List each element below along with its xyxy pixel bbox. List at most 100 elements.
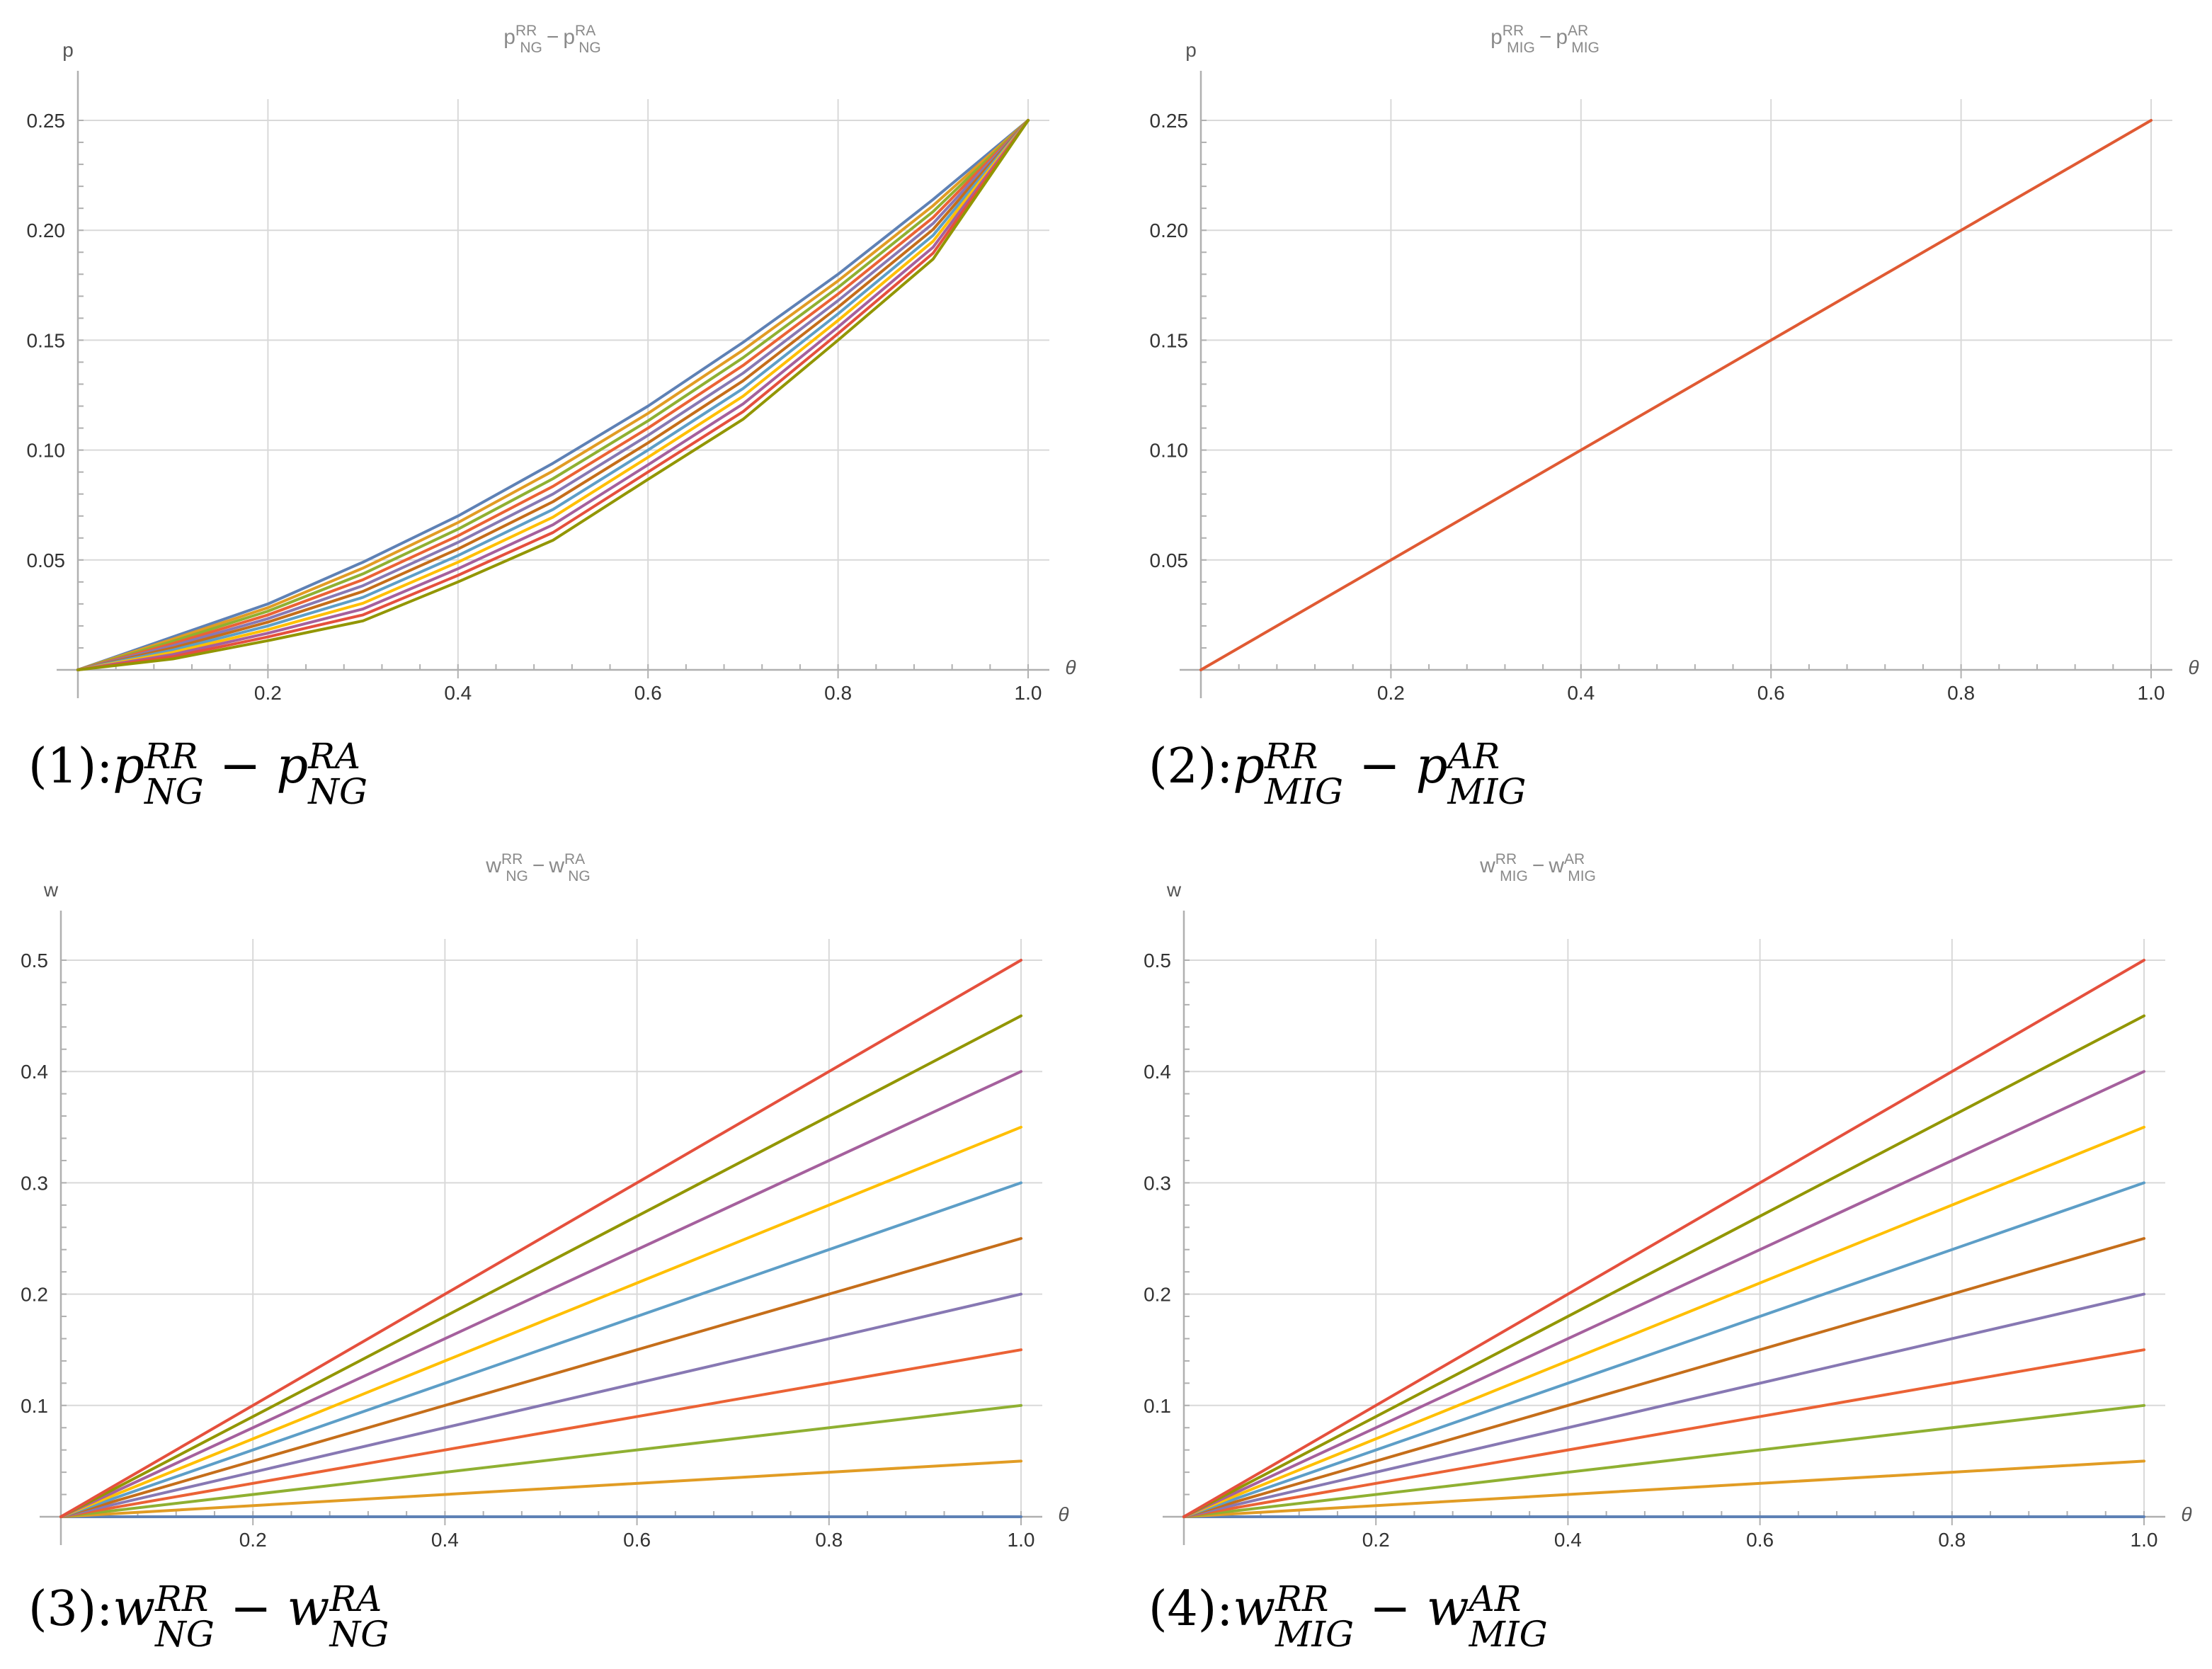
caption-script-1: RR MIG bbox=[1265, 739, 1343, 809]
y-axis-label: p bbox=[62, 39, 74, 61]
series-line-s9 bbox=[1182, 1070, 2145, 1518]
series-line-s3 bbox=[76, 119, 1030, 671]
title-sub1: MIG bbox=[1500, 868, 1528, 884]
series-line-s3 bbox=[59, 1403, 1022, 1518]
x-tick-label: 1.0 bbox=[2138, 682, 2165, 704]
x-tick-label: 0.6 bbox=[1746, 1529, 1774, 1551]
caption: (4):w RR MIG − w AR MIG bbox=[1148, 1579, 1548, 1658]
series-line-s11 bbox=[1182, 959, 2145, 1518]
caption-var-2: w bbox=[1426, 1579, 1469, 1637]
caption: (2):p RR MIG − p AR MIG bbox=[1148, 736, 1526, 815]
series-line-s8 bbox=[76, 119, 1030, 671]
series-line-s6 bbox=[76, 119, 1030, 671]
title-sup1: RR bbox=[1503, 23, 1524, 39]
y-tick-label: 0.05 bbox=[27, 549, 66, 571]
series-line-s4 bbox=[59, 1348, 1022, 1518]
title-sup1: RR bbox=[1495, 851, 1517, 867]
plot-area: 0.2 0.4 0.6 0.8 1.0 0.05 0.10 0.15 0.20 0.25 p θ bbox=[1150, 39, 2199, 704]
series-line-s5 bbox=[1182, 1292, 2145, 1518]
y-tick-label: 0.10 bbox=[1150, 440, 1189, 462]
title-sup2: AR bbox=[1564, 851, 1585, 867]
series-line-s7 bbox=[59, 1181, 1022, 1518]
y-tick-label: 0.25 bbox=[1150, 110, 1189, 132]
plot-title: pRR NG − pRA NG bbox=[503, 23, 600, 56]
plot-4: wRR MIG − wAR MIG 0.2 0.4 0.6 0.8 1.00.10.20.30.… bbox=[1144, 851, 2192, 1551]
series-line-s1 bbox=[76, 119, 1030, 671]
title-sub2: MIG bbox=[1571, 40, 1600, 56]
y-tick-label: 0.15 bbox=[27, 329, 66, 351]
panel-1: pRR NG − pRA NG 0.2 0.4 0.6 0.8 1.0 0.05 0.10 0.15 0… bbox=[0, 0, 1106, 836]
caption-sup2: RA bbox=[308, 735, 360, 777]
caption-prefix: (1): bbox=[28, 739, 113, 794]
title-sup2: AR bbox=[1568, 23, 1588, 39]
plot-2: pRR MIG − pAR MIG 0.2 0.4 0.6 0.8 1.00.050.100.1… bbox=[1150, 23, 2199, 704]
y-tick-label: 0.3 bbox=[21, 1172, 48, 1194]
caption-var-2: p bbox=[1415, 736, 1448, 794]
plot-1: pRR NG − pRA NG 0.2 0.4 0.6 0.8 1.00.050.100.150… bbox=[27, 23, 1076, 704]
caption-minus: − bbox=[1358, 736, 1401, 794]
caption-sup1: RR bbox=[144, 735, 198, 777]
x-tick-label: 0.2 bbox=[1377, 682, 1405, 704]
caption-sup1: RR bbox=[1275, 1578, 1329, 1619]
title-minus: − bbox=[532, 854, 545, 877]
plot-area: 0.2 0.4 0.6 0.8 1.0 0.1 0.2 0.3 0.4 0.5 w θ bbox=[21, 879, 1069, 1551]
y-tick-label: 0.25 bbox=[27, 110, 66, 132]
caption-sub1: NG bbox=[144, 770, 204, 812]
caption-sup2: AR bbox=[1447, 735, 1500, 777]
series-line-s5 bbox=[59, 1292, 1022, 1518]
x-tick-label: 0.4 bbox=[1567, 682, 1595, 704]
y-tick-label: 0.1 bbox=[1144, 1395, 1171, 1417]
caption-var-1: p bbox=[1233, 736, 1265, 794]
title-var-1: p bbox=[503, 25, 515, 49]
series-line-s1 bbox=[1199, 119, 2153, 671]
plot-title: wRR NG − wRA NG bbox=[485, 851, 590, 884]
series-line-s4 bbox=[1182, 1348, 2145, 1518]
y-tick-label: 0.05 bbox=[1150, 549, 1189, 571]
y-tick-label: 0.1 bbox=[21, 1395, 48, 1417]
series-line-s9 bbox=[76, 119, 1030, 671]
series-line-s6 bbox=[1182, 1237, 2145, 1518]
x-tick-label: 0.4 bbox=[431, 1529, 459, 1551]
caption-sub2: MIG bbox=[1447, 770, 1527, 812]
title-sub2: MIG bbox=[1568, 868, 1596, 884]
y-axis-label: w bbox=[1166, 879, 1182, 901]
caption-script-2: RA NG bbox=[329, 1581, 389, 1652]
title-var-2: p bbox=[1556, 25, 1568, 49]
title-minus: − bbox=[1532, 854, 1545, 877]
caption-prefix: (3): bbox=[28, 1581, 113, 1637]
caption-minus: − bbox=[1369, 1579, 1411, 1637]
title-sub1: NG bbox=[520, 40, 542, 56]
series-line-s10 bbox=[76, 119, 1030, 671]
y-tick-label: 0.5 bbox=[21, 950, 48, 972]
title-minus: − bbox=[1539, 25, 1552, 49]
title-var-1: w bbox=[1479, 854, 1495, 877]
caption-sup1: RR bbox=[1265, 735, 1318, 777]
x-tick-label: 0.8 bbox=[1947, 682, 1975, 704]
y-axis-label: p bbox=[1185, 39, 1197, 61]
caption-minus: − bbox=[229, 1579, 272, 1637]
x-tick-label: 0.8 bbox=[1938, 1529, 1966, 1551]
caption-script-2: AR MIG bbox=[1469, 1581, 1548, 1652]
x-tick-label: 0.4 bbox=[1554, 1529, 1582, 1551]
x-tick-label: 0.6 bbox=[623, 1529, 651, 1551]
caption-prefix: (4): bbox=[1148, 1581, 1233, 1637]
y-axis-label: w bbox=[43, 879, 59, 901]
caption-sup2: AR bbox=[1469, 1578, 1522, 1619]
series-line-s2 bbox=[76, 119, 1030, 671]
title-sup1: RR bbox=[501, 851, 523, 867]
caption-sup1: RR bbox=[155, 1578, 209, 1619]
title-sub1: NG bbox=[506, 868, 528, 884]
caption-prefix: (2): bbox=[1148, 739, 1233, 794]
title-var-2: w bbox=[1548, 854, 1564, 877]
y-tick-label: 0.3 bbox=[1144, 1172, 1171, 1194]
panel-3: wRR NG − wRA NG 0.2 0.4 0.6 0.8 1.0 0.1 0.2 0.3 0.4 0… bbox=[0, 843, 1106, 1669]
title-minus: − bbox=[547, 25, 559, 49]
title-var-2: w bbox=[548, 854, 564, 877]
y-tick-label: 0.4 bbox=[1144, 1061, 1171, 1083]
y-tick-label: 0.5 bbox=[1144, 950, 1171, 972]
series-line-s10 bbox=[59, 1014, 1022, 1518]
title-sup1: RR bbox=[515, 23, 537, 39]
caption-sub1: MIG bbox=[1275, 1613, 1355, 1655]
series-line-s6 bbox=[59, 1237, 1022, 1518]
